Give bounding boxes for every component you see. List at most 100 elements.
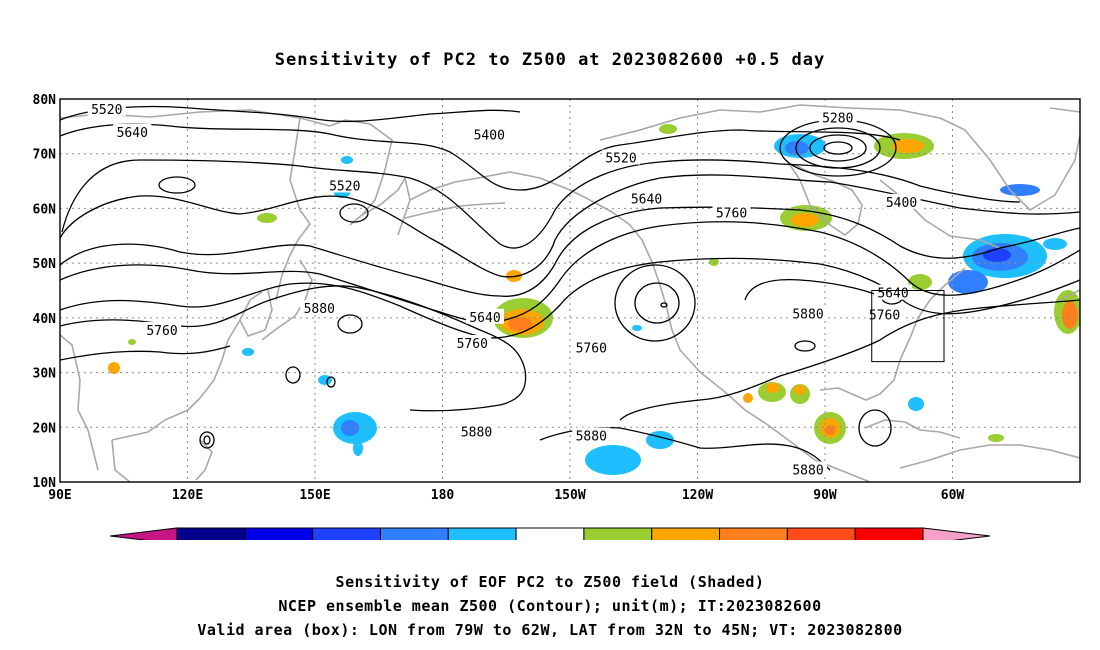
contour-label-bg xyxy=(874,284,912,300)
shade-patch xyxy=(766,383,780,393)
lat-tick-label: 10N xyxy=(33,476,57,491)
shade-patch xyxy=(585,445,641,475)
colorbar-box xyxy=(176,527,246,540)
contour-label-bg xyxy=(627,190,666,206)
shade-patch xyxy=(257,213,277,223)
shade-patch xyxy=(632,325,642,331)
coastline-japan xyxy=(261,259,313,341)
contour-line xyxy=(60,174,1080,278)
contour-label-bg xyxy=(818,109,857,125)
shade-patch xyxy=(341,156,353,164)
gridlines xyxy=(60,99,1080,482)
colorbar-high-triangle xyxy=(922,527,991,540)
contour-line xyxy=(60,105,521,123)
valid-area-box xyxy=(871,290,945,363)
contour-label: 5400 xyxy=(474,129,505,144)
shade-patch xyxy=(791,213,819,227)
contour-label: 5880 xyxy=(792,307,823,322)
contour-label-bg xyxy=(143,321,181,337)
contour-ring xyxy=(285,366,301,384)
contour-ring xyxy=(794,340,816,352)
coastline-asia-north xyxy=(60,109,393,226)
lon-tick-label: 180 xyxy=(431,488,455,503)
contour-label: 5880 xyxy=(792,463,823,478)
contour-cutoff-low xyxy=(614,264,696,342)
contour-label-bg xyxy=(882,193,921,209)
shade-patch xyxy=(128,339,136,345)
contour-label: 5520 xyxy=(91,103,122,118)
colorbar-low-triangle xyxy=(109,527,178,540)
contour-label: 5280 xyxy=(822,112,853,127)
contour-line xyxy=(60,206,1080,297)
colorbar-box xyxy=(854,527,924,540)
contour-label: 5880 xyxy=(576,429,607,444)
shade-patch xyxy=(983,248,1011,262)
lat-tick-label: 40N xyxy=(33,312,57,327)
contour-label: 5760 xyxy=(869,309,900,324)
shade-patch xyxy=(743,393,753,403)
contour-line xyxy=(60,345,231,361)
contour-label-bg xyxy=(602,149,640,165)
sensitivity-shading xyxy=(108,124,1080,475)
contour-label: 5760 xyxy=(576,341,607,356)
footer-line-2: NCEP ensemble mean Z500 (Contour); unit(… xyxy=(278,597,822,615)
coastline-korea xyxy=(239,289,273,337)
contour-label-bg xyxy=(789,305,827,321)
coastline-us-east xyxy=(819,267,966,401)
lat-tick-label: 60N xyxy=(33,202,57,217)
contour-line xyxy=(60,221,1080,324)
coastline-indochina xyxy=(60,334,131,482)
coastline-south-america xyxy=(899,444,1080,469)
contour-label: 5520 xyxy=(605,152,636,167)
coastline-greenland xyxy=(964,129,1080,211)
footer-line-1: Sensitivity of EOF PC2 to Z500 field (Sh… xyxy=(335,573,765,591)
shade-patch xyxy=(794,385,806,395)
colorbar-box xyxy=(583,527,653,540)
map-title: Sensitivity of PC2 to Z500 at 2023082600… xyxy=(274,50,826,70)
contour-low-ring xyxy=(809,134,867,162)
lon-tick-label: 120W xyxy=(682,488,713,503)
contour-label-bg xyxy=(712,204,751,220)
lon-tick-label: 90E xyxy=(48,488,71,503)
shade-patch xyxy=(1043,238,1067,250)
contour-label-bg xyxy=(470,126,509,142)
shade-patch xyxy=(825,425,835,435)
shade-patch xyxy=(988,434,1004,442)
contour-label-bg xyxy=(572,339,611,355)
shade-patch xyxy=(892,139,924,153)
shade-patch xyxy=(1062,301,1078,329)
contour-ring xyxy=(337,314,363,334)
axis-labels: 90E 120E 150E 180 150W 120W 90W 60W 10N 20N 30N 40N… xyxy=(33,93,965,503)
contour-label-bg xyxy=(113,123,152,139)
contour-cutoff-low xyxy=(660,302,668,308)
contour-low-ring xyxy=(795,127,881,169)
lon-tick-label: 120E xyxy=(172,488,203,503)
shade-patch xyxy=(1000,184,1040,196)
contour-label: 5640 xyxy=(877,287,908,302)
coastline-arctic-canada xyxy=(599,104,966,141)
footer-line-3: Valid area (box): LON from 79W to 62W, L… xyxy=(197,621,903,639)
shade-patch xyxy=(785,141,809,155)
coastline-caribbean xyxy=(864,419,961,439)
contour-label-bg xyxy=(300,300,339,316)
lat-tick-label: 80N xyxy=(33,93,57,108)
contour-label-bg xyxy=(453,335,492,351)
colorbar-box xyxy=(651,527,721,540)
contour-ring xyxy=(858,409,892,447)
map-frame xyxy=(59,98,1081,483)
colorbar-box xyxy=(447,527,517,540)
lon-tick-label: 150E xyxy=(299,488,330,503)
lat-tick-label: 70N xyxy=(33,148,57,163)
map-panel: 5520 5640 5520 5400 5520 5640 5760 5280 5400 5880… xyxy=(33,93,1081,540)
colorbar-box xyxy=(312,527,381,540)
colorbar: -0.9-0.8-0.7-0.6-0.5-0.420.420.50.60.70.… xyxy=(109,527,991,540)
contour-ring xyxy=(326,376,336,388)
contour-label-bg xyxy=(466,308,504,324)
coastline-philippines xyxy=(195,439,213,481)
contour-ring xyxy=(339,203,369,223)
contour-label: 5640 xyxy=(117,126,148,141)
colorbar-box xyxy=(515,527,585,540)
contour-label-bg xyxy=(572,427,611,443)
contour-line xyxy=(744,278,881,301)
contour-line xyxy=(61,159,1021,249)
